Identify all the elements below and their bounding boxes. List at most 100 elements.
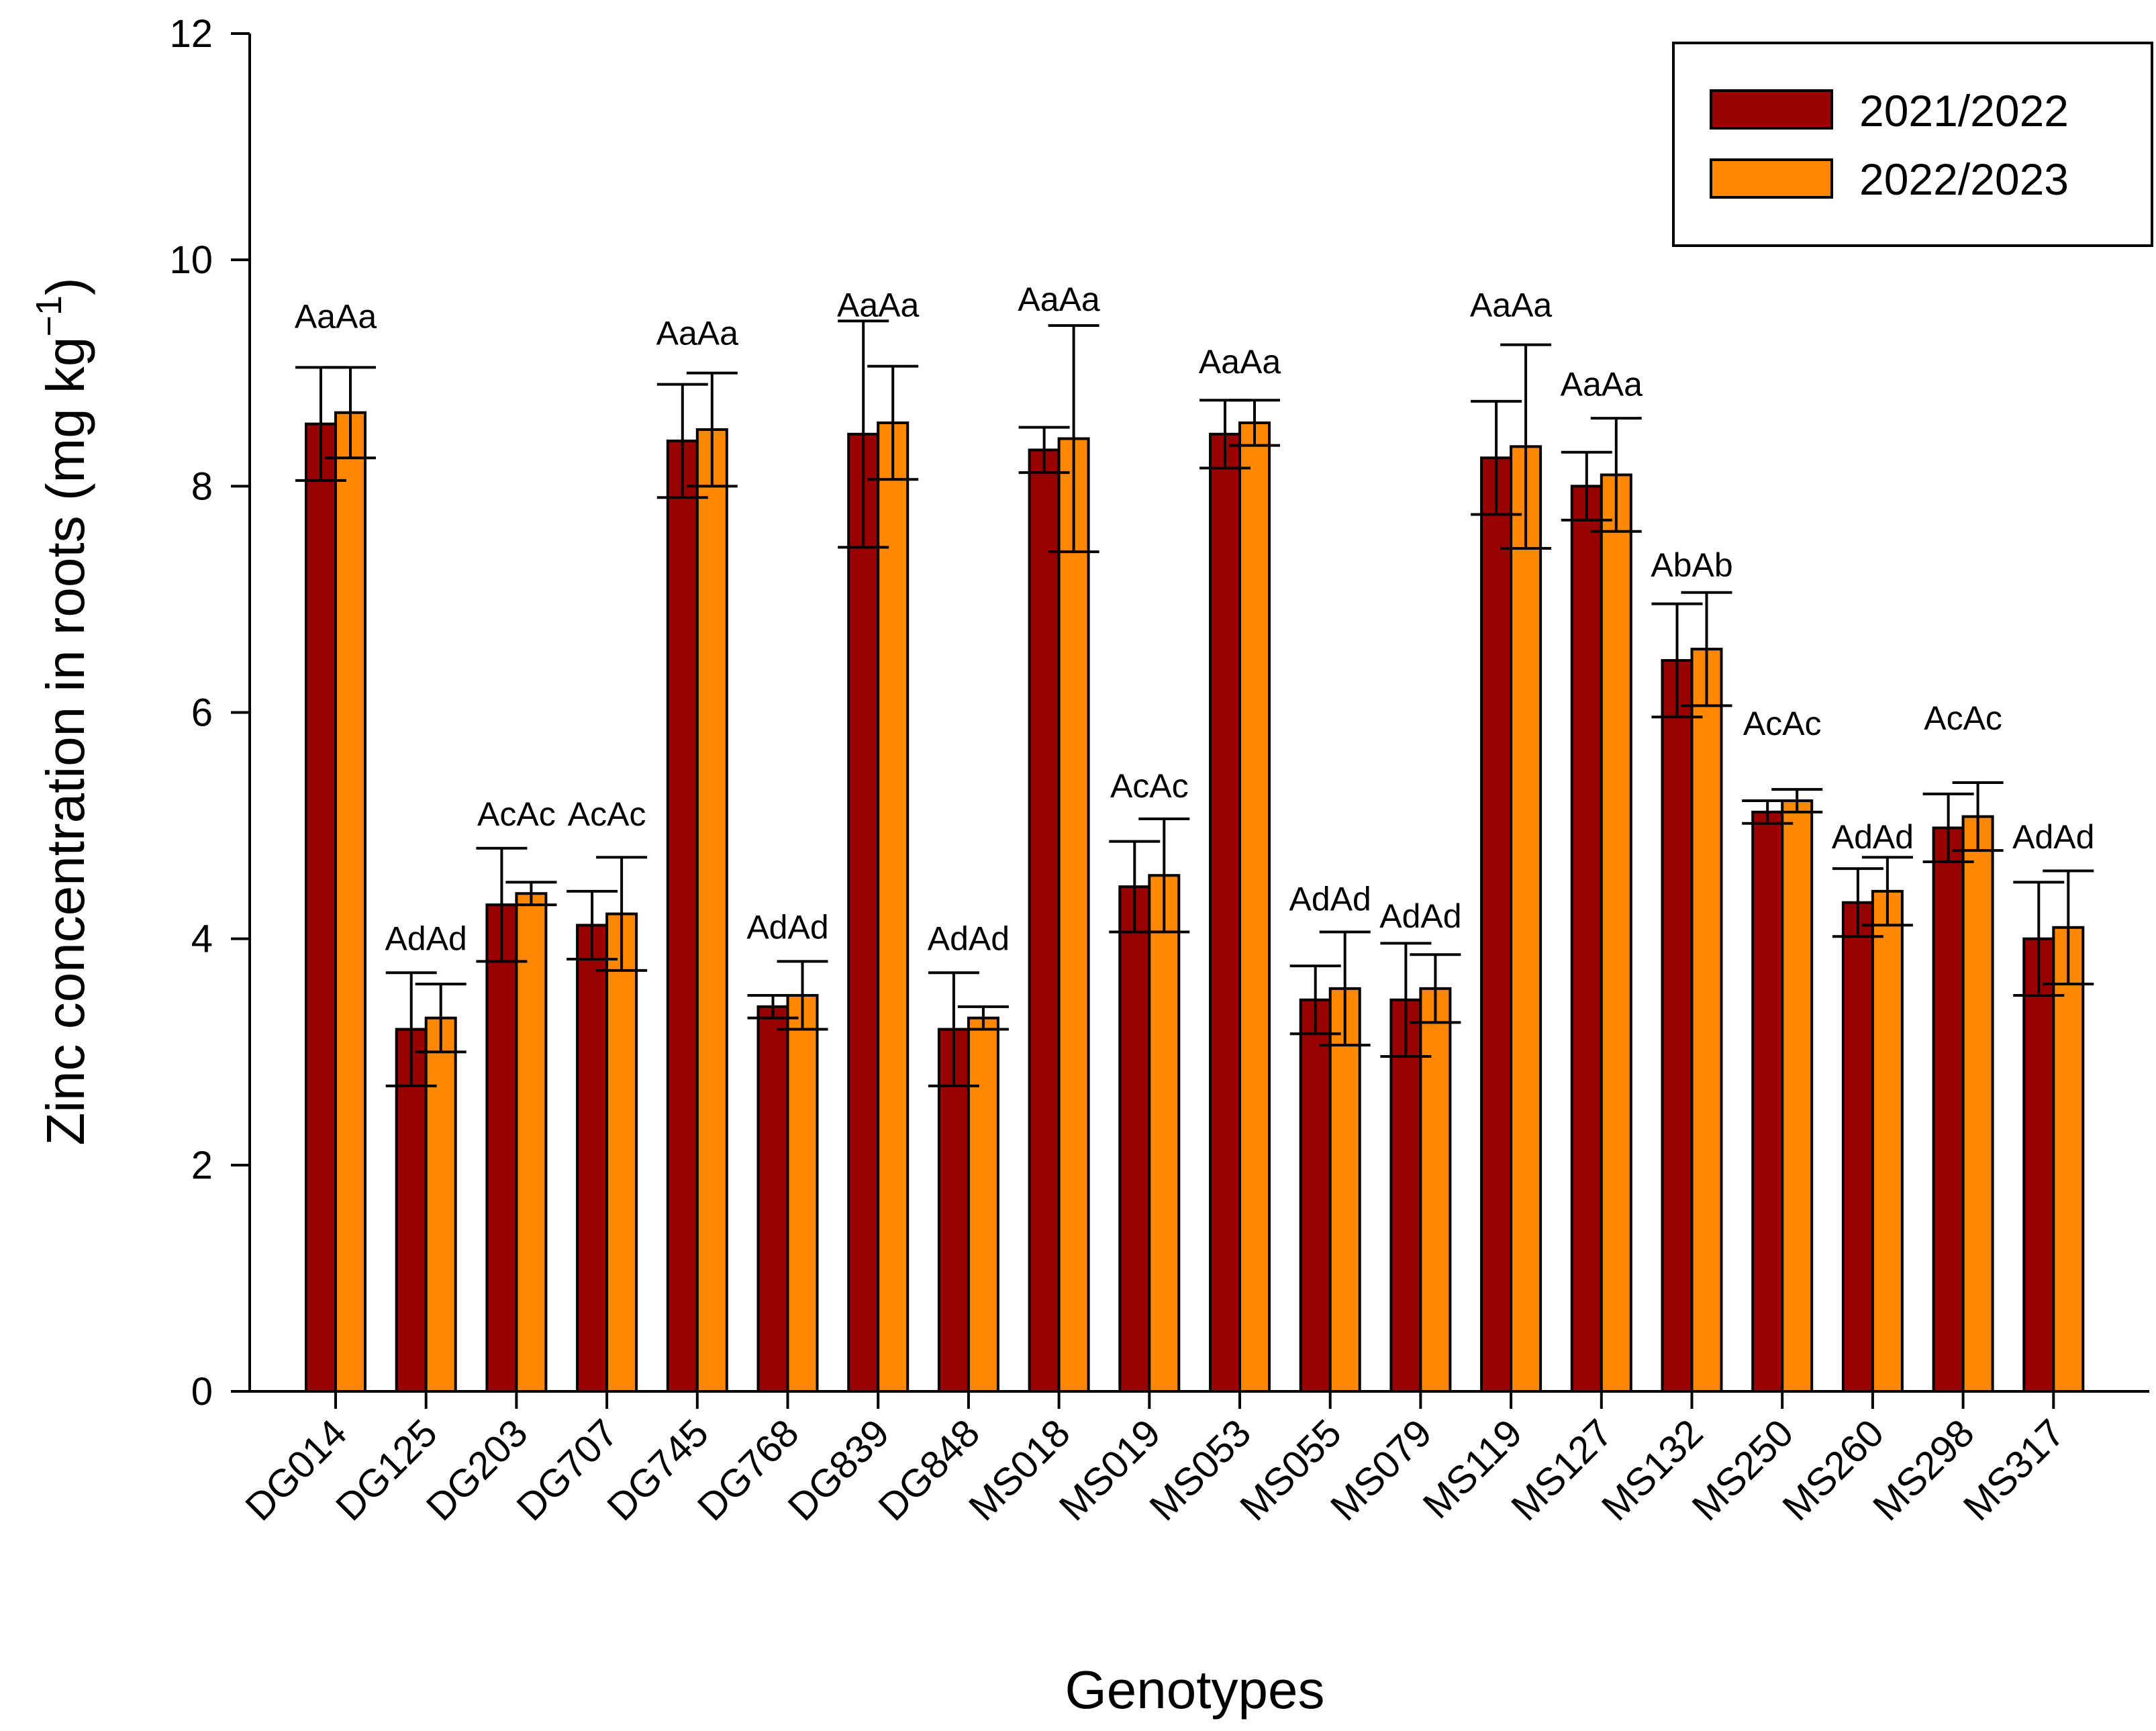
bar-2022-2023-ms053 (1238, 421, 1271, 1393)
bar-2022-2023-dg014 (334, 411, 366, 1393)
y-axis-title-superscript: −1 (29, 295, 69, 337)
x-tick-label-ms019: MS019 (1051, 1411, 1169, 1529)
bar-2021-2022-dg014 (305, 422, 337, 1393)
significance-label-ms250: AcAc (1743, 705, 1822, 742)
y-tick-label: 4 (191, 918, 213, 961)
bar-2021-2022-ms317 (2022, 937, 2055, 1393)
bar-2021-2022-ms132 (1661, 658, 1694, 1393)
legend-label-2022-2023: 2022/2023 (1859, 154, 2069, 204)
legend-swatch-2022-2023 (1710, 158, 1833, 199)
bar-2022-2023-ms119 (1510, 445, 1542, 1393)
x-tick-label-ms119: MS119 (1414, 1411, 1530, 1527)
significance-label-ms260: AdAd (1832, 818, 1914, 856)
bar-2022-2023-dg125 (424, 1016, 457, 1393)
y-tick-label: 0 (191, 1370, 213, 1414)
significance-label-ms317: AdAd (2012, 818, 2094, 856)
y-tick-label: 8 (191, 464, 213, 508)
x-tick-label-ms317: MS317 (1955, 1411, 2073, 1529)
x-tick-label-ms250: MS250 (1683, 1411, 1802, 1529)
x-axis-title: Genotypes (1065, 1660, 1325, 1720)
bar-2021-2022-ms119 (1480, 456, 1513, 1393)
significance-label-ms298: AcAc (1924, 699, 2002, 737)
bar-2021-2022-dg203 (485, 903, 518, 1393)
x-tick-label-ms055: MS055 (1232, 1411, 1350, 1529)
x-tick-label-ms018: MS018 (961, 1411, 1079, 1529)
error-bars (295, 319, 2094, 1087)
x-tick-label-dg839: DG839 (779, 1411, 897, 1529)
bar-2022-2023-ms132 (1690, 648, 1723, 1393)
y-axis-title: Zinc concentration in roots (mg kg−1) (29, 277, 95, 1145)
bar-2021-2022-ms079 (1389, 998, 1422, 1393)
bar-2022-2023-dg839 (877, 421, 910, 1393)
legend-frame (1672, 42, 2153, 247)
bar-2022-2023-ms260 (1871, 889, 1904, 1393)
significance-label-ms018: AaAa (1018, 281, 1100, 318)
significance-label-dg014: AaAa (295, 297, 377, 335)
x-tick-label-dg203: DG203 (418, 1411, 536, 1529)
bar-2022-2023-ms019 (1148, 874, 1181, 1393)
legend: 2021/2022 2022/2023 (1672, 42, 2153, 247)
significance-label-ms019: AcAc (1110, 767, 1189, 805)
axes (231, 32, 2149, 1409)
x-tick-label-ms079: MS079 (1322, 1411, 1440, 1529)
significance-label-ms053: AaAa (1199, 343, 1281, 381)
x-tick-label-ms132: MS132 (1594, 1411, 1712, 1529)
x-tick-label-ms127: MS127 (1503, 1411, 1621, 1529)
bar-2022-2023-ms018 (1057, 437, 1090, 1393)
bar-2022-2023-ms055 (1328, 987, 1361, 1393)
bars (305, 411, 2085, 1393)
bar-2021-2022-ms298 (1932, 826, 1965, 1393)
significance-label-ms132: AbAb (1651, 546, 1732, 584)
significance-label-dg768: AdAd (746, 909, 828, 946)
bar-2022-2023-dg848 (967, 1016, 999, 1393)
significance-label-dg707: AcAc (568, 795, 646, 833)
x-tick-labels: DG014DG125DG203DG707DG745DG768DG839DG848… (237, 1411, 2073, 1529)
significance-label-ms127: AaAa (1561, 365, 1643, 403)
x-tick-label-dg707: DG707 (508, 1411, 626, 1529)
bar-2021-2022-ms250 (1751, 810, 1784, 1393)
legend-label-2021-2022: 2021/2022 (1859, 86, 2069, 136)
significance-label-dg745: AaAa (656, 315, 739, 352)
bar-2021-2022-dg707 (576, 924, 609, 1393)
bar-2022-2023-dg745 (695, 428, 728, 1393)
bar-2021-2022-ms053 (1209, 432, 1241, 1393)
bar-2022-2023-ms298 (1961, 815, 1994, 1393)
bar-2022-2023-dg203 (515, 892, 548, 1393)
x-tick-label-dg125: DG125 (328, 1411, 446, 1529)
x-tick-label-ms053: MS053 (1141, 1411, 1259, 1529)
bar-2022-2023-ms127 (1600, 473, 1632, 1393)
bar-2021-2022-ms055 (1299, 998, 1332, 1393)
y-tick-labels: 0 2 4 6 8 10 12 (169, 12, 213, 1414)
x-tick-label-dg745: DG745 (599, 1411, 717, 1529)
significance-label-dg848: AdAd (928, 920, 1010, 958)
x-tick-label-ms298: MS298 (1865, 1411, 1983, 1529)
bar-2022-2023-ms250 (1781, 799, 1814, 1393)
y-axis-title-close: ) (36, 277, 95, 295)
bar-2022-2023-dg707 (605, 912, 638, 1393)
significance-label-dg839: AaAa (837, 286, 920, 324)
bar-2021-2022-ms260 (1841, 901, 1874, 1393)
bar-2021-2022-ms018 (1028, 448, 1061, 1393)
legend-swatch-2021-2022 (1710, 89, 1833, 130)
bar-2021-2022-ms127 (1570, 485, 1603, 1393)
y-tick-label: 2 (191, 1144, 213, 1187)
bar-2022-2023-ms317 (2052, 926, 2085, 1393)
y-tick-label: 12 (169, 12, 213, 56)
significance-label-ms119: AaAa (1470, 286, 1553, 324)
significance-labels: AaAa AdAd AcAc AcAc AaAa AdAd AaAa AdAd AaAa AcAc… (295, 281, 2095, 957)
significance-label-dg203: AcAc (477, 795, 556, 833)
bar-2022-2023-dg768 (786, 993, 819, 1393)
y-tick-label: 6 (191, 691, 213, 735)
bar-2021-2022-dg745 (666, 439, 699, 1393)
y-tick-label: 10 (169, 238, 213, 282)
x-tick-label-dg768: DG768 (689, 1411, 807, 1529)
significance-label-dg125: AdAd (385, 920, 467, 958)
x-tick-label-dg014: DG014 (237, 1411, 355, 1529)
significance-label-ms055: AdAd (1289, 881, 1371, 918)
x-tick-label-ms260: MS260 (1774, 1411, 1892, 1529)
bar-2021-2022-ms019 (1118, 885, 1151, 1393)
bar-2022-2023-ms079 (1419, 987, 1452, 1393)
bar-2021-2022-dg768 (756, 1005, 789, 1393)
significance-label-ms079: AdAd (1379, 897, 1461, 935)
